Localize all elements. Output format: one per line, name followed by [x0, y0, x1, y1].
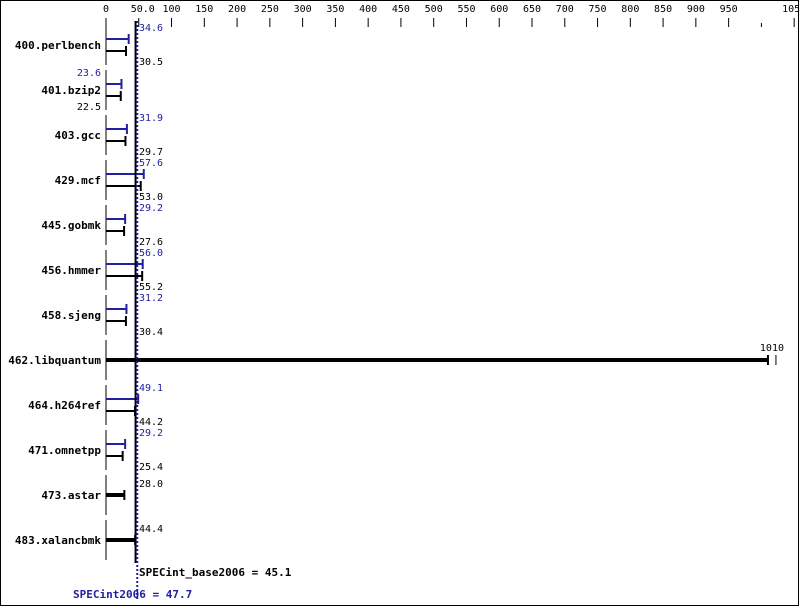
peak-value-label: 23.6 — [77, 68, 101, 79]
peak-value-label: 49.1 — [139, 383, 163, 394]
peak-value-label: 31.2 — [139, 293, 163, 304]
base-value-label: 29.7 — [139, 147, 163, 158]
peak-mean-label: SPECint2006 = 47.7 — [73, 588, 192, 601]
benchmark-label: 471.omnetpp — [28, 444, 101, 457]
x-tick-label: 50.0 — [131, 4, 155, 15]
x-tick-label: 450 — [392, 4, 410, 15]
x-tick-label: 700 — [556, 4, 574, 15]
x-tick-label: 200 — [228, 4, 246, 15]
benchmark-label: 462.libquantum — [8, 354, 101, 367]
x-tick-label: 650 — [523, 4, 541, 15]
base-mean-label: SPECint_base2006 = 45.1 — [139, 566, 292, 579]
peak-value-label: 29.2 — [139, 428, 163, 439]
x-tick-label: 550 — [457, 4, 475, 15]
benchmark-label: 458.sjeng — [41, 309, 101, 322]
x-tick-label: 850 — [654, 4, 672, 15]
peak-value-label: 56.0 — [139, 248, 163, 259]
benchmark-label: 403.gcc — [55, 129, 101, 142]
benchmark-label: 483.xalancbmk — [15, 534, 101, 547]
base-value-label: 1010 — [760, 343, 784, 354]
peak-value-label: 29.2 — [139, 203, 163, 214]
base-value-label: 30.4 — [139, 327, 163, 338]
base-value-label: 27.6 — [139, 237, 163, 248]
x-tick-label: 350 — [326, 4, 344, 15]
base-value-label: 44.4 — [139, 524, 163, 535]
base-value-label: 22.5 — [77, 102, 101, 113]
x-tick-label: 150 — [195, 4, 213, 15]
x-tick-label: 100 — [163, 4, 181, 15]
x-tick-label: 400 — [359, 4, 377, 15]
x-tick-label: 0 — [103, 4, 109, 15]
benchmark-label: 400.perlbench — [15, 39, 101, 52]
benchmark-label: 456.hmmer — [41, 264, 101, 277]
base-value-label: 53.0 — [139, 192, 163, 203]
benchmark-label: 464.h264ref — [28, 399, 101, 412]
base-value-label: 55.2 — [139, 282, 163, 293]
x-tick-label: 1050 — [782, 4, 799, 15]
x-tick-label: 800 — [621, 4, 639, 15]
x-tick-label: 900 — [687, 4, 705, 15]
base-value-label: 30.5 — [139, 57, 163, 68]
x-tick-label: 500 — [425, 4, 443, 15]
benchmark-label: 401.bzip2 — [41, 84, 101, 97]
peak-value-label: 57.6 — [139, 158, 163, 169]
x-tick-label: 300 — [294, 4, 312, 15]
x-tick-label: 950 — [720, 4, 738, 15]
benchmark-label: 429.mcf — [55, 174, 101, 187]
x-tick-label: 600 — [490, 4, 508, 15]
benchmark-label: 473.astar — [41, 489, 101, 502]
peak-value-label: 34.6 — [139, 23, 163, 34]
x-tick-label: 250 — [261, 4, 279, 15]
base-value-label: 28.0 — [139, 479, 163, 490]
base-value-label: 44.2 — [139, 417, 163, 428]
base-value-label: 25.4 — [139, 462, 163, 473]
x-tick-label: 750 — [589, 4, 607, 15]
benchmark-label: 445.gobmk — [41, 219, 101, 232]
peak-value-label: 31.9 — [139, 113, 163, 124]
